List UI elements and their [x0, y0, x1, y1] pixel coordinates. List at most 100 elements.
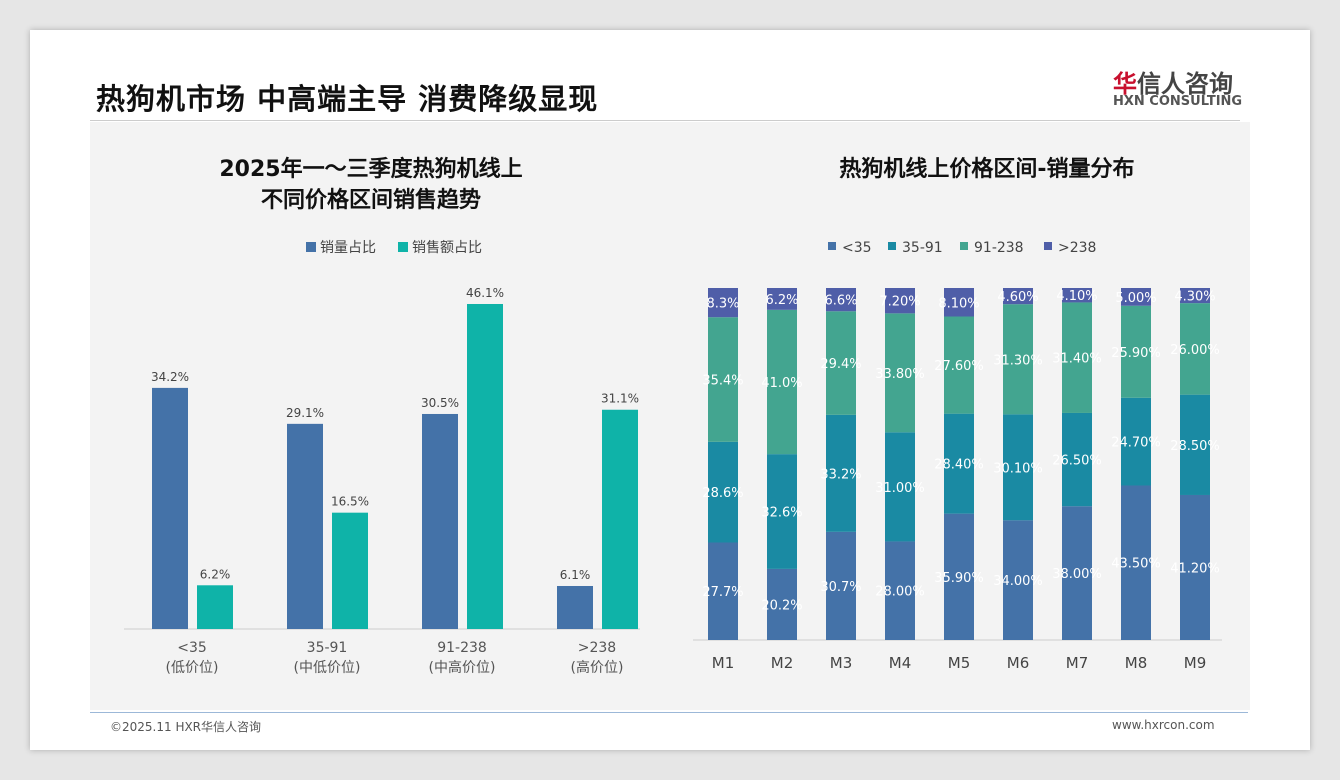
stack-segment-91-238 [944, 316, 974, 414]
legend-swatch [960, 242, 968, 250]
stack-segment->238 [944, 288, 974, 317]
stack-segment-91-238 [885, 313, 915, 433]
data-label: 5.00% [1115, 291, 1156, 306]
data-label: 34.00% [993, 574, 1043, 589]
data-label: 8.10% [938, 296, 979, 311]
data-label: 35.90% [934, 571, 984, 586]
stack-segment-<35 [1003, 520, 1033, 640]
footer-divider [90, 712, 1248, 713]
tick-sublabel: (高价位) [571, 659, 624, 676]
legend-label: >238 [1058, 240, 1096, 256]
data-label: 4.30% [1174, 290, 1215, 305]
tick-label: M5 [948, 654, 971, 672]
data-label: 33.80% [875, 367, 925, 382]
data-label: 29.1% [286, 406, 324, 420]
stack-segment-<35 [944, 513, 974, 640]
logo-cn: 华信人咨询 [1113, 70, 1233, 98]
data-label: 28.50% [1170, 439, 1220, 454]
stack-segment-91-238 [1180, 303, 1210, 395]
stack-segment-<35 [1121, 485, 1151, 640]
data-label: 30.10% [993, 461, 1043, 476]
data-label: 16.5% [331, 495, 369, 509]
tick-label: >238 [578, 640, 616, 656]
stack-segment-35-91 [885, 432, 915, 542]
stack-segment->238 [767, 288, 797, 310]
legend-swatch [398, 242, 408, 252]
stack-segment->238 [1062, 288, 1092, 303]
data-label: 27.60% [934, 359, 984, 374]
data-label: 30.7% [820, 580, 861, 595]
stack-segment-35-91 [1003, 414, 1033, 521]
tick-label: M6 [1007, 654, 1030, 672]
stack-segment-35-91 [826, 414, 856, 532]
data-label: 4.10% [1056, 289, 1097, 304]
stack-segment-<35 [708, 542, 738, 640]
data-label: 31.40% [1052, 352, 1102, 367]
legend-label: 35-91 [902, 240, 943, 256]
stack-segment-35-91 [1062, 412, 1092, 507]
stack-segment-91-238 [1003, 304, 1033, 415]
data-label: 6.1% [560, 568, 591, 582]
tick-sublabel: (中低价位) [294, 660, 361, 676]
stack-segment-35-91 [708, 441, 738, 543]
stack-segment->238 [1180, 288, 1210, 304]
bar-销量占比 [287, 423, 323, 629]
stack-segment-35-91 [1180, 394, 1210, 495]
data-label: 31.1% [601, 392, 639, 406]
legend-swatch [888, 242, 896, 250]
bar-销量占比 [152, 387, 188, 629]
stack-segment-<35 [885, 541, 915, 640]
data-label: 28.6% [702, 486, 743, 501]
tick-label: 91-238 [437, 640, 487, 656]
data-label: 35.4% [702, 374, 743, 389]
data-label: 26.00% [1170, 343, 1220, 358]
data-label: 28.40% [934, 458, 984, 473]
legend-swatch [828, 242, 836, 250]
data-label: 34.2% [151, 370, 189, 384]
stack-segment-35-91 [1121, 397, 1151, 486]
data-label: 7.20% [879, 295, 920, 310]
legend-label: 销量占比 [320, 240, 376, 256]
stack-segment-91-238 [1121, 305, 1151, 398]
tick-label: M2 [771, 654, 794, 672]
tick-label: M1 [712, 654, 735, 672]
stack-segment-91-238 [767, 309, 797, 455]
data-label: 46.1% [466, 286, 504, 300]
data-label: 8.3% [706, 297, 739, 312]
logo-en: HXN CONSULTING [1113, 94, 1243, 109]
stack-segment-<35 [1062, 506, 1092, 640]
stack-segment-35-91 [767, 454, 797, 569]
data-label: 6.2% [200, 567, 231, 581]
data-label: 29.4% [820, 357, 861, 372]
tick-label: M7 [1066, 654, 1089, 672]
bar-销售额占比 [332, 512, 368, 629]
stack-segment->238 [1003, 288, 1033, 305]
data-label: 41.20% [1170, 561, 1220, 576]
data-label: 26.50% [1052, 454, 1102, 469]
tick-label: M4 [889, 654, 912, 672]
stack-segment-<35 [826, 531, 856, 640]
data-label: 4.60% [997, 290, 1038, 305]
data-label: 31.00% [875, 481, 925, 496]
data-label: 6.2% [765, 293, 798, 308]
stack-segment-35-91 [944, 413, 974, 514]
data-label: 27.7% [702, 585, 743, 600]
stack-segment->238 [885, 288, 915, 314]
stack-segment-91-238 [1062, 302, 1092, 413]
chart-title-left: 不同价格区间销售趋势 [261, 187, 481, 213]
tick-label: M8 [1125, 654, 1148, 672]
footer-url: www.hxrcon.com [1112, 718, 1215, 732]
content-area [90, 122, 1250, 710]
data-label: 32.6% [761, 506, 802, 521]
data-label: 24.70% [1111, 436, 1161, 451]
legend-label: <35 [842, 240, 872, 256]
data-label: 25.90% [1111, 346, 1161, 361]
legend-label: 销售额占比 [412, 240, 482, 256]
tick-label: <35 [177, 640, 207, 656]
data-label: 43.50% [1111, 557, 1161, 572]
header-divider [90, 120, 1240, 121]
bar-销售额占比 [467, 303, 503, 629]
tick-label: M3 [830, 654, 853, 672]
tick-sublabel: (低价位) [166, 660, 219, 676]
bar-销量占比 [422, 413, 458, 629]
